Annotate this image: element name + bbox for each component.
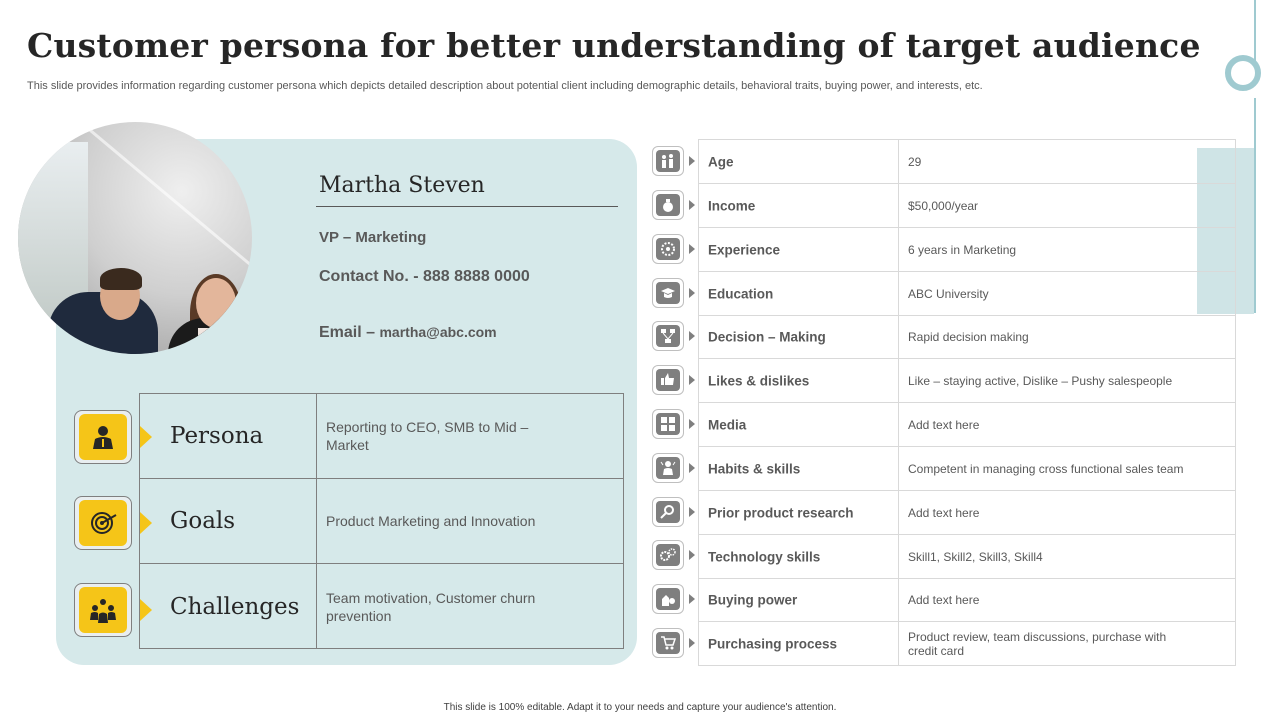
persona-row-label: Challenges [170, 593, 300, 620]
table-row: Habits & skills Competent in managing cro… [699, 447, 1235, 491]
persona-name: Martha Steven [319, 173, 485, 198]
attribute-key: Likes & dislikes [708, 373, 810, 388]
attribute-value: ABC University [908, 286, 989, 301]
attribute-key: Technology skills [708, 549, 821, 564]
table-row: Media Add text here [699, 403, 1235, 447]
table-row: Purchasing process Product review, team d… [699, 622, 1235, 666]
buying-power-icon [652, 584, 695, 614]
attribute-key: Purchasing process [708, 636, 838, 652]
graduation-cap-icon [652, 278, 695, 308]
attribute-value: 29 [908, 154, 922, 169]
table-row: Education ABC University [699, 272, 1235, 316]
page-subtitle: This slide provides information regardin… [27, 80, 983, 92]
attribute-key: Age [708, 154, 734, 169]
persona-row: Goals Product Marketing and Innovation [140, 479, 623, 564]
target-icon [74, 496, 152, 550]
attribute-value: Skill1, Skill2, Skill3, Skill4 [908, 549, 1043, 564]
magnifier-icon [652, 497, 695, 527]
table-row: Age 29 [699, 140, 1235, 184]
attribute-key: Income [708, 198, 756, 213]
table-row: Likes & dislikes Like – staying active, D… [699, 359, 1235, 403]
table-row: Decision – Making Rapid decision making [699, 315, 1235, 359]
people-icon [652, 146, 695, 176]
persona-row-label: Goals [170, 508, 236, 534]
footer-note: This slide is 100% editable. Adapt it to… [443, 702, 837, 713]
attribute-key: Decision – Making [708, 329, 826, 344]
attributes-table: Age 29 Income $50,000/year Experience 6 yea… [698, 139, 1236, 666]
badge-icon [652, 234, 695, 264]
table-row: Experience 6 years in Marketing [699, 228, 1235, 272]
attribute-value: Add text here [908, 417, 980, 432]
attribute-key: Prior product research [708, 505, 854, 520]
team-icon [74, 583, 152, 637]
persona-email: Email – martha@abc.com [319, 324, 497, 342]
attribute-value: Add text here [908, 592, 980, 607]
business-person-icon [74, 410, 152, 464]
gears-icon [652, 540, 695, 570]
persona-role: VP – Marketing [319, 229, 427, 246]
page-title: Customer persona for better understandin… [27, 26, 1201, 65]
attribute-value: Competent in managing cross functional s… [908, 461, 1184, 476]
persona-grid: Persona Reporting to CEO, SMB to Mid – M… [139, 393, 624, 649]
attribute-key: Education [708, 286, 774, 301]
attribute-value: 6 years in Marketing [908, 242, 1017, 257]
attribute-key: Media [708, 417, 747, 432]
table-row: Income $50,000/year [699, 184, 1235, 228]
email-label: Email – [319, 324, 380, 341]
attribute-value: Add text here [908, 505, 980, 520]
attribute-value: Rapid decision making [908, 329, 1029, 344]
attribute-value: Product review, team discussions, purcha… [908, 630, 1167, 658]
persona-row-text: Team motivation, Customer churn preventi… [326, 589, 536, 624]
attribute-key: Habits & skills [708, 461, 801, 476]
attribute-key: Experience [708, 242, 781, 257]
decorative-ring [1225, 55, 1261, 91]
cart-icon [652, 628, 695, 658]
attribute-value: Like – staying active, Dislike – Pushy s… [908, 373, 1173, 388]
decorative-line [1254, 98, 1256, 313]
money-bag-icon [652, 190, 695, 220]
persona-row-text: Reporting to CEO, SMB to Mid – Market [326, 419, 529, 453]
thumbs-icon [652, 365, 695, 395]
decorative-line [1254, 0, 1256, 72]
persona-row: Challenges Team motivation, Customer chu… [140, 564, 623, 649]
name-divider [316, 206, 618, 207]
flowchart-icon [652, 321, 695, 351]
decorative-rectangle [1197, 148, 1254, 314]
persona-row-text: Product Marketing and Innovation [326, 513, 536, 529]
table-row: Technology skills Skill1, Skill2, Skill3,… [699, 535, 1235, 579]
persona-row: Persona Reporting to CEO, SMB to Mid – M… [140, 394, 623, 479]
attribute-value: $50,000/year [908, 198, 979, 213]
table-row: Prior product research Add text here [699, 491, 1235, 535]
persona-photo [18, 122, 252, 354]
email-value: martha@abc.com [379, 324, 497, 340]
person-skills-icon [652, 453, 695, 483]
table-row: Buying power Add text here [699, 578, 1235, 622]
media-icon [652, 409, 695, 439]
attribute-key: Buying power [708, 592, 798, 607]
persona-row-label: Persona [170, 423, 264, 449]
persona-contact: Contact No. - 888 8888 0000 [319, 268, 530, 285]
